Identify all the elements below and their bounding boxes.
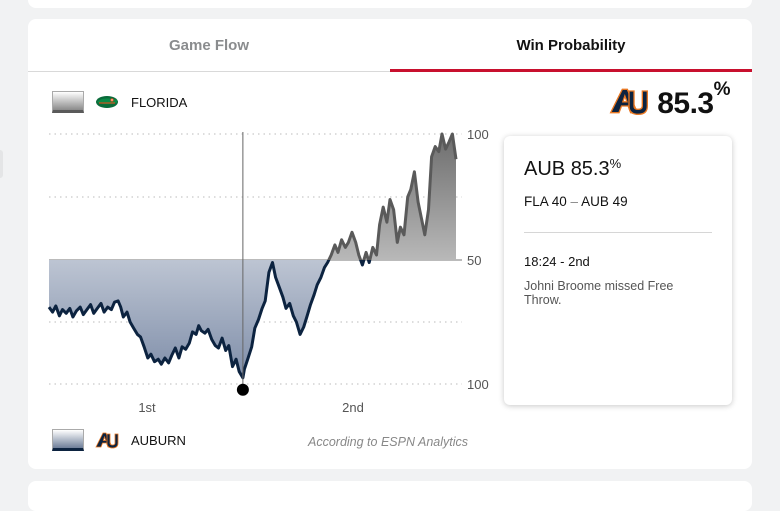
florida-swatch	[52, 91, 84, 113]
info-card-score: FLA 40 – AUB 49	[524, 194, 628, 209]
auburn-swatch	[52, 429, 84, 451]
y-tick-bottom: 100	[467, 377, 489, 392]
tab-win-probability[interactable]: Win Probability	[390, 19, 752, 72]
y-tick-top: 100	[467, 127, 489, 142]
auburn-line	[47, 260, 372, 380]
win-probability-card: Game Flow Win Probability FLORIDA AUBURN	[28, 19, 752, 469]
florida-area	[49, 134, 456, 260]
x-tick-1st: 1st	[138, 400, 156, 415]
info-card-play: Johni Broome missed Free Throw.	[524, 279, 674, 307]
florida-gator-logo-icon	[95, 93, 119, 111]
y-tick-mid: 50	[467, 253, 481, 268]
florida-team-name: FLORIDA	[131, 94, 188, 110]
x-tick-2nd: 2nd	[342, 400, 364, 415]
legend-auburn: AUBURN	[52, 429, 186, 451]
info-card: AUB 85.3% FLA 40 – AUB 49 18:24 - 2nd Jo…	[504, 136, 732, 405]
auburn-au-logo-icon	[95, 431, 119, 449]
headline-unit: %	[713, 78, 731, 100]
headline-value: 85.3%	[657, 78, 730, 120]
headline-probability: 85.3%	[609, 78, 731, 122]
previous-card	[28, 0, 752, 8]
legend-florida: FLORIDA	[52, 91, 187, 113]
source-note: According to ESPN Analytics	[308, 435, 469, 449]
auburn-au-logo-icon	[609, 85, 649, 122]
auburn-area	[49, 260, 456, 378]
info-card-divider	[524, 232, 712, 233]
info-card-title: AUB 85.3%	[524, 156, 622, 180]
scroll-edge	[0, 150, 3, 178]
auburn-team-name: AUBURN	[131, 432, 186, 448]
florida-line	[327, 132, 458, 260]
tab-game-flow[interactable]: Game Flow	[168, 36, 250, 54]
info-card-time: 18:24 - 2nd	[524, 254, 590, 269]
tab-bar: Game Flow Win Probability	[28, 19, 752, 72]
current-marker	[236, 383, 249, 396]
next-card	[28, 481, 752, 511]
